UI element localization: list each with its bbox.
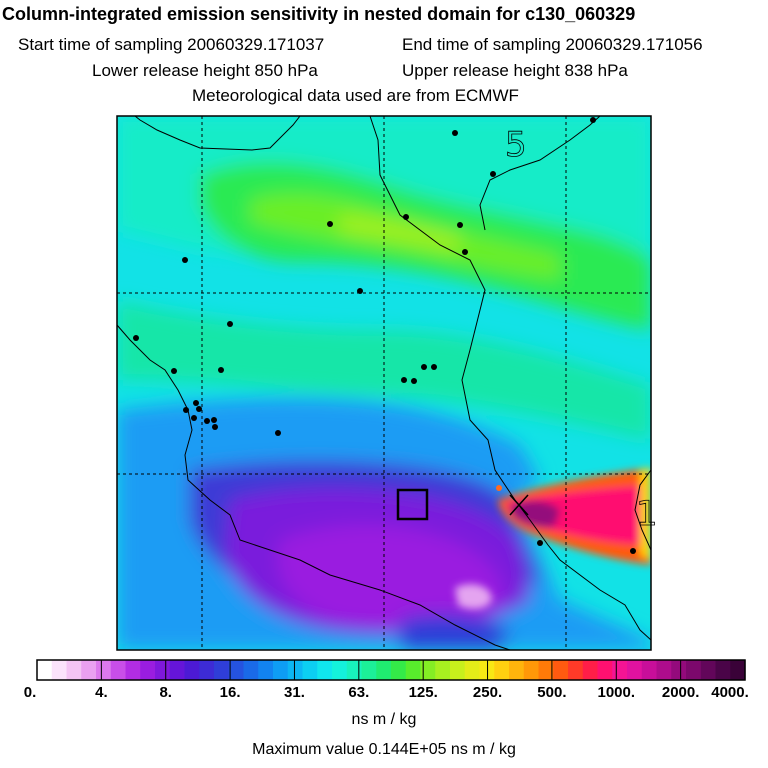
colorbar-swatch xyxy=(627,660,643,680)
release-box xyxy=(396,488,429,521)
colorbar xyxy=(36,660,746,680)
start-time-label: Start time of sampling 20060329.171037 xyxy=(18,35,325,54)
colorbar-swatch xyxy=(612,660,628,680)
colorbar-swatch xyxy=(641,660,658,680)
colorbar-swatch xyxy=(37,660,53,680)
colorbar-tick-label: 2000. xyxy=(661,684,700,701)
source-marker xyxy=(509,494,529,516)
colorbar-swatch xyxy=(568,660,584,680)
colorbar-swatch xyxy=(317,660,333,680)
chart-title: Column-integrated emission sensitivity i… xyxy=(2,4,636,24)
colorbar-swatch xyxy=(730,660,746,680)
colorbar-tick-label: 63. xyxy=(348,684,370,701)
colorbar-swatch xyxy=(553,660,569,680)
colorbar-swatch xyxy=(184,660,200,680)
colorbar-swatch xyxy=(258,660,274,680)
colorbar-tick-label: 0. xyxy=(23,684,37,701)
colorbar-swatch xyxy=(125,660,141,680)
units-label: ns m / kg xyxy=(351,711,417,728)
colorbar-tick-label: 125. xyxy=(408,684,438,701)
colorbar-swatch xyxy=(96,660,112,680)
colorbar-swatch xyxy=(435,660,451,680)
colorbar-swatch xyxy=(420,660,436,680)
max-value-label: Maximum value 0.144E+05 ns m / kg xyxy=(252,741,516,758)
colorbar-swatch xyxy=(715,660,731,680)
colorbar-swatch xyxy=(332,660,348,680)
colorbar-swatch xyxy=(494,660,510,680)
colorbar-swatch xyxy=(361,660,377,680)
colorbar-tick-label: 8. xyxy=(159,684,172,701)
colorbar-swatch xyxy=(405,660,422,680)
colorbar-tick-label: 500. xyxy=(537,684,567,701)
colorbar-swatch xyxy=(140,660,156,680)
colorbar-swatch xyxy=(214,660,230,680)
colorbar-swatch xyxy=(523,660,540,680)
colorbar-tick-label: 1000. xyxy=(597,684,636,701)
colorbar-swatch xyxy=(228,660,245,680)
lower-release-label: Lower release height 850 hPa xyxy=(92,61,318,80)
end-time-label: End time of sampling 20060329.171056 xyxy=(402,35,703,54)
colorbar-swatch xyxy=(509,660,525,680)
gridlines xyxy=(117,116,651,650)
colorbar-swatch xyxy=(81,660,97,680)
colorbar-swatch xyxy=(671,660,687,680)
colorbar-tick-label: 4. xyxy=(95,684,108,701)
region-label-5: 5 xyxy=(505,125,527,165)
upper-release-label: Upper release height 838 hPa xyxy=(402,61,628,80)
colorbar-tick-label: 31. xyxy=(284,684,305,701)
colorbar-swatch xyxy=(376,660,392,680)
colorbar-swatch xyxy=(66,660,82,680)
met-data-label: Meteorological data used are from ECMWF xyxy=(192,86,519,105)
release-point xyxy=(496,485,502,491)
city-dots xyxy=(133,117,636,554)
colorbar-swatch xyxy=(302,660,318,680)
colorbar-swatch xyxy=(464,660,481,680)
colorbar-swatch xyxy=(346,660,363,680)
colorbar-swatch xyxy=(243,660,259,680)
colorbar-swatch xyxy=(155,660,171,680)
colorbar-tick-label: 16. xyxy=(219,684,241,701)
colorbar-swatch xyxy=(686,660,702,680)
colorbar-swatch xyxy=(110,660,127,680)
colorbar-swatch xyxy=(582,660,599,680)
colorbar-swatch xyxy=(273,660,289,680)
colorbar-frame xyxy=(36,659,746,681)
colorbar-swatch xyxy=(538,660,554,680)
colorbar-swatch xyxy=(450,660,466,680)
colorbar-swatch xyxy=(700,660,717,680)
colorbar-tick-label: 250. xyxy=(472,684,503,701)
colorbar-swatch xyxy=(597,660,613,680)
colorbar-tick-label: 4000. xyxy=(711,684,749,701)
colorbar-swatch xyxy=(199,660,215,680)
coastlines xyxy=(116,115,652,651)
colorbar-swatch xyxy=(656,660,672,680)
region-label-1: 1 xyxy=(636,494,658,534)
colorbar-swatch xyxy=(169,660,186,680)
colorbar-swatch xyxy=(287,660,304,680)
colorbar-swatch xyxy=(51,660,68,680)
map-frame xyxy=(116,115,652,651)
colorbar-swatch xyxy=(391,660,407,680)
